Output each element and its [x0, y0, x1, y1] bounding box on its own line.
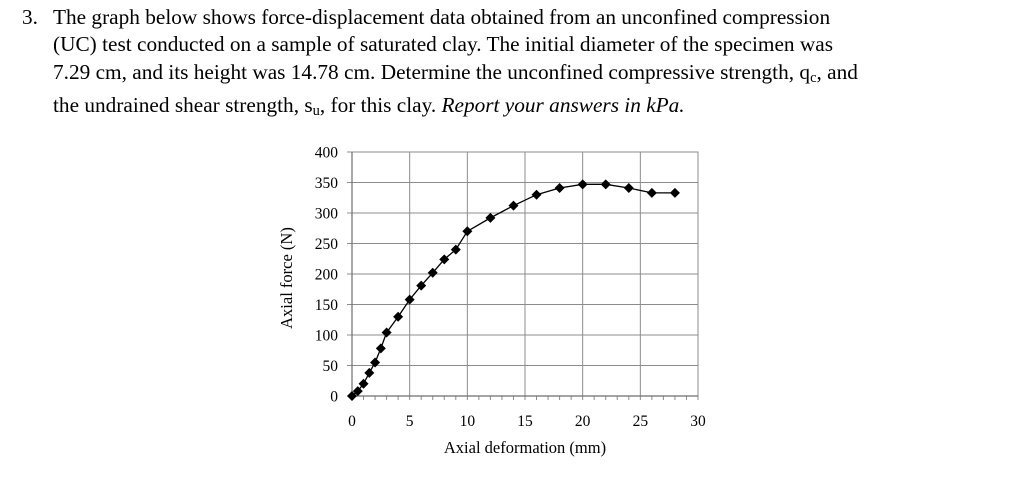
- y-tick-label: 300: [315, 206, 339, 223]
- data-point-marker: [393, 312, 403, 322]
- y-tick-label: 100: [315, 328, 339, 345]
- x-tick-label: 10: [460, 413, 476, 430]
- x-tick-label: 15: [517, 413, 533, 430]
- data-point-marker: [382, 328, 392, 338]
- y-tick-label: 350: [315, 175, 339, 192]
- x-tick-label: 20: [575, 413, 591, 430]
- chart-axes: [347, 152, 698, 400]
- y-tick-label: 150: [315, 297, 339, 314]
- data-point-marker: [670, 188, 680, 198]
- y-axis-title: Axial force (N): [277, 227, 296, 329]
- data-point-marker: [647, 188, 657, 198]
- y-tick-label: 50: [323, 358, 339, 375]
- tick-labels: 0 50 100 150 200 250 300 350 400 0 5 10 15 20 25 30: [315, 145, 706, 431]
- series-line: [352, 184, 675, 396]
- data-point-marker: [601, 179, 611, 189]
- x-tick-label: 0: [348, 413, 356, 430]
- y-tick-label: 0: [330, 389, 338, 406]
- chart-grid: [352, 152, 698, 396]
- data-point-marker: [624, 183, 634, 193]
- data-point-marker: [485, 213, 495, 223]
- data-point-marker: [555, 183, 565, 193]
- x-tick-label: 30: [690, 413, 706, 430]
- y-tick-label: 250: [315, 236, 339, 253]
- data-point-marker: [364, 368, 374, 378]
- x-tick-label: 5: [406, 413, 414, 430]
- y-tick-label: 400: [315, 145, 339, 162]
- data-point-marker: [508, 201, 518, 211]
- data-point-marker: [532, 190, 542, 200]
- data-point-marker: [578, 179, 588, 189]
- data-point-marker: [462, 226, 472, 236]
- data-point-marker: [376, 343, 386, 353]
- x-tick-label: 25: [633, 413, 649, 430]
- y-tick-label: 200: [315, 267, 339, 284]
- x-axis-title: Axial deformation (mm): [444, 438, 606, 457]
